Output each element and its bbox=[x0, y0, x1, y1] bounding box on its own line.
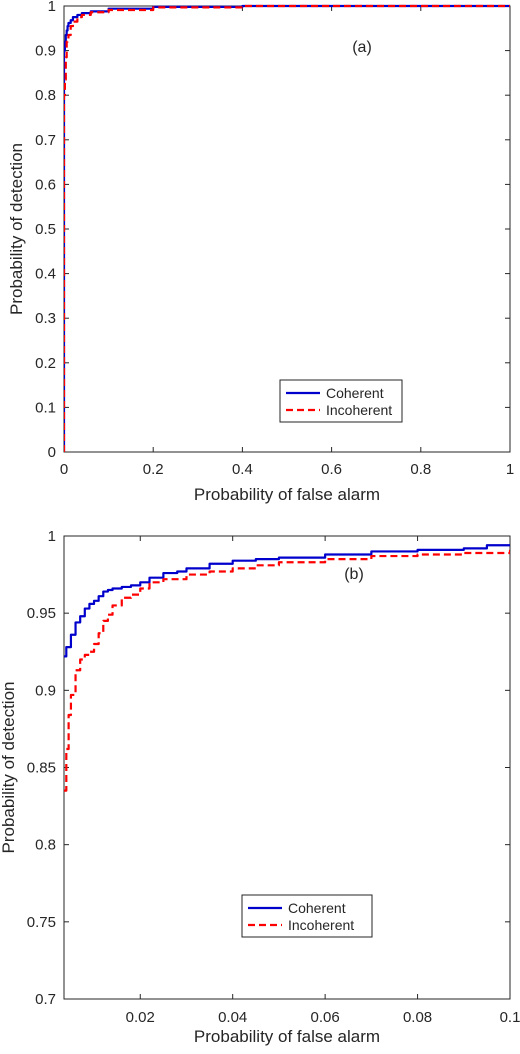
x-tick-label: 0.06 bbox=[311, 1009, 340, 1026]
x-tick-label: 0.08 bbox=[403, 1009, 432, 1026]
y-tick-label: 0.85 bbox=[27, 760, 56, 777]
series-line-incoherent bbox=[64, 4, 510, 452]
x-tick-label: 0 bbox=[60, 461, 68, 478]
x-tick-label: 1 bbox=[506, 461, 514, 478]
y-tick-label: 0 bbox=[48, 444, 56, 461]
x-axis-title: Probability of false alarm bbox=[194, 485, 380, 504]
y-tick-label: 0.9 bbox=[35, 43, 56, 60]
legend-label-coherent: Coherent bbox=[288, 900, 346, 916]
y-tick-label: 0.2 bbox=[35, 355, 56, 372]
y-tick-label: 0.7 bbox=[35, 991, 56, 1008]
y-tick-label: 0.4 bbox=[35, 266, 56, 283]
plot-area bbox=[63, 5, 511, 453]
y-tick-label: 1 bbox=[48, 0, 56, 15]
y-tick-label: 1 bbox=[48, 528, 56, 545]
y-tick-label: 0.75 bbox=[27, 914, 56, 931]
legend-label-coherent: Coherent bbox=[326, 385, 384, 401]
x-tick-label: 0.2 bbox=[143, 461, 164, 478]
x-tick-label: 0.1 bbox=[500, 1009, 520, 1026]
y-tick-label: 0.9 bbox=[35, 682, 56, 699]
series-line-coherent bbox=[64, 544, 510, 658]
panel-a: 0 0.2 0.4 0.6 0.8 1 0 0.1 0.2 0.3 0.4 0.5 0.6 0.7 0.8 0… bbox=[7, 0, 514, 504]
y-axis-title: Probability of detection bbox=[7, 143, 26, 315]
legend-box bbox=[241, 894, 373, 938]
x-tick-label: 0.04 bbox=[218, 1009, 247, 1026]
y-tick-label: 0.5 bbox=[35, 221, 56, 238]
x-tick-label: 0.8 bbox=[410, 461, 431, 478]
legend-box bbox=[279, 379, 403, 423]
y-tick-label: 0.8 bbox=[35, 837, 56, 854]
x-tick-label: 0.4 bbox=[232, 461, 253, 478]
panel-b: 0.02 0.04 0.06 0.08 0.1 0.7 0.75 0.8 0.85 0.9 0.95… bbox=[0, 528, 520, 1046]
panel-label: (b) bbox=[344, 566, 364, 583]
y-axis-title: Probability of detection bbox=[0, 682, 18, 854]
y-tick-label: 0.1 bbox=[35, 399, 56, 416]
legend-label-incoherent: Incoherent bbox=[288, 917, 354, 933]
x-axis-title: Probability of false alarm bbox=[194, 1027, 380, 1046]
legend-label-incoherent: Incoherent bbox=[326, 402, 392, 418]
y-tick-label: 0.6 bbox=[35, 176, 56, 193]
y-tick-label: 0.3 bbox=[35, 310, 56, 327]
series-line-incoherent bbox=[64, 549, 510, 792]
x-tick-label: 0.02 bbox=[126, 1009, 155, 1026]
y-tick-label: 0.8 bbox=[35, 87, 56, 104]
x-tick-label: 0.6 bbox=[321, 461, 342, 478]
y-tick-label: 0.95 bbox=[27, 605, 56, 622]
panel-label: (a) bbox=[352, 39, 372, 56]
y-tick-label: 0.7 bbox=[35, 132, 56, 149]
